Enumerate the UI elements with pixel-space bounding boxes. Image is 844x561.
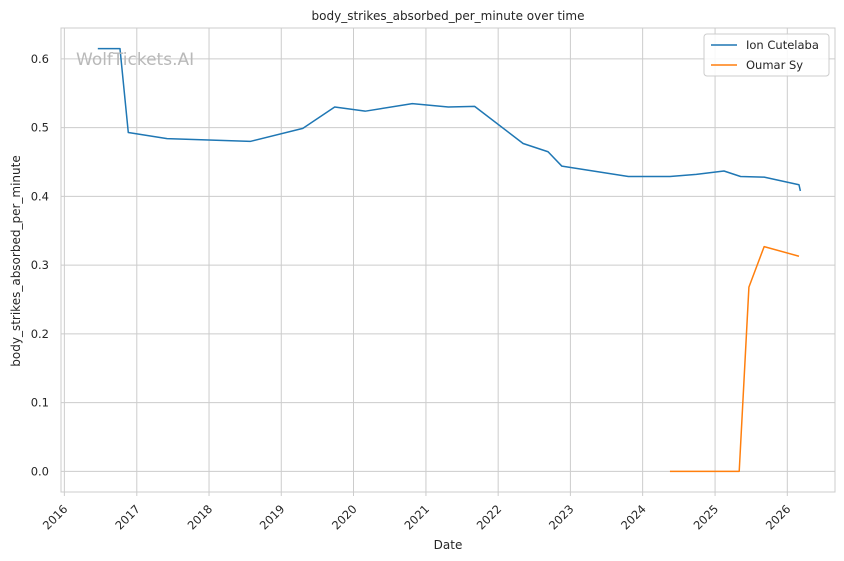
y-axis-title: body_strikes_absorbed_per_minute (9, 155, 23, 366)
legend: Ion Cutelaba Oumar Sy (703, 33, 830, 77)
y-tick-labels: 0.0 0.1 0.2 0.3 0.4 0.5 0.6 (31, 52, 49, 478)
data-point-ion-cutelaba (723, 170, 725, 172)
data-point-ion-cutelaba (669, 175, 671, 177)
data-point-ion-cutelaba (799, 190, 801, 192)
y-tick-label: 0.0 (31, 464, 49, 478)
data-point-ion-cutelaba (166, 138, 168, 140)
data-point-ion-cutelaba (127, 131, 129, 133)
data-point-oumar-sy (798, 255, 800, 257)
data-point-ion-cutelaba (798, 184, 800, 186)
legend-label-oumar-sy: Oumar Sy (746, 58, 803, 72)
data-point-ion-cutelaba (447, 106, 449, 108)
data-point-ion-cutelaba (740, 175, 742, 177)
data-point-ion-cutelaba (302, 127, 304, 129)
plot-frame (60, 27, 836, 493)
y-tick-label: 0.3 (31, 258, 49, 272)
grid-lines (61, 28, 835, 496)
data-point-ion-cutelaba (763, 176, 765, 178)
data-point-ion-cutelaba (627, 175, 629, 177)
plot-area (61, 28, 835, 492)
data-point-ion-cutelaba (474, 105, 476, 107)
plot-border (60, 27, 836, 493)
chart-title: body_strikes_absorbed_per_minute over ti… (312, 9, 585, 23)
data-point-ion-cutelaba (561, 165, 563, 167)
data-point-ion-cutelaba (249, 140, 251, 142)
data-point-oumar-sy (748, 286, 750, 288)
data-point-oumar-sy (669, 470, 671, 472)
watermark-text: WolfTickets.AI (76, 50, 194, 70)
y-tick-label: 0.5 (31, 121, 49, 135)
series-line-oumar-sy (669, 245, 800, 473)
series-lines (97, 47, 802, 473)
y-tick-label: 0.6 (31, 52, 49, 66)
data-point-oumar-sy (738, 470, 740, 472)
y-tick-label: 0.1 (31, 396, 49, 410)
data-point-ion-cutelaba (334, 106, 336, 108)
data-point-ion-cutelaba (364, 110, 366, 112)
data-point-ion-cutelaba (695, 173, 697, 175)
y-tick-label: 0.2 (31, 327, 49, 341)
x-axis-title: Date (434, 538, 463, 552)
data-point-ion-cutelaba (411, 103, 413, 105)
legend-label-ion-cutelaba: Ion Cutelaba (746, 38, 819, 52)
y-tick-label: 0.4 (31, 189, 49, 203)
series-line-ion-cutelaba (97, 47, 802, 192)
data-point-oumar-sy (763, 246, 765, 248)
data-point-ion-cutelaba (547, 151, 549, 153)
data-point-ion-cutelaba (522, 142, 524, 144)
